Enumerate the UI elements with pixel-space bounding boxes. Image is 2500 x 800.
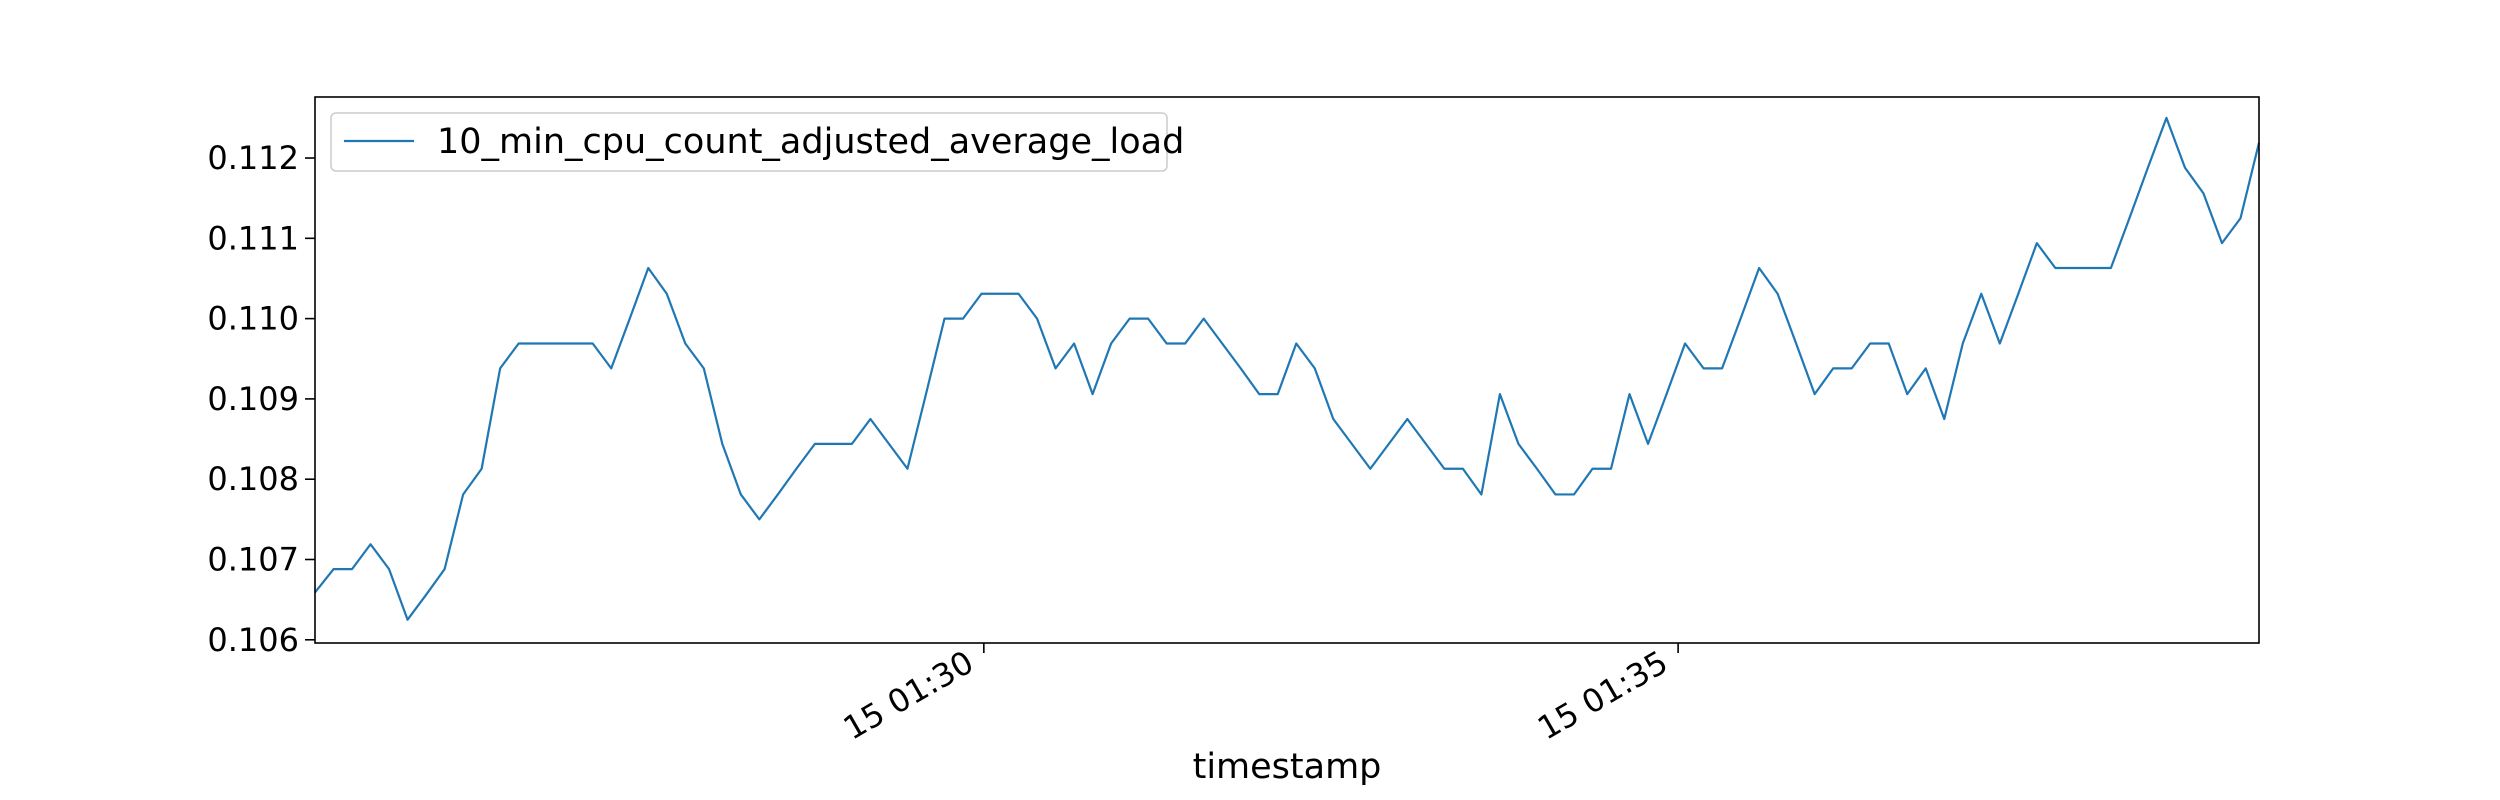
x-axis-label: timestamp [1193,747,1382,787]
y-tick-label: 0.109 [207,380,299,418]
series-line [314,116,2261,621]
y-tick-label: 0.112 [207,139,299,177]
x-tick-label: 15 01:35 [1531,643,1674,747]
legend: 10_min_cpu_count_adjusted_average_load [330,112,1184,172]
y-tick-label: 0.106 [207,621,299,659]
axes-frame [314,96,2260,644]
y-tick-label: 0.110 [207,300,299,338]
legend-label: 10_min_cpu_count_adjusted_average_load [437,122,1184,162]
y-tick-label: 0.107 [207,540,299,578]
y-tick-label: 0.108 [207,460,299,498]
x-tick-label: 15 01:30 [837,643,980,747]
plot-area [314,116,2261,621]
y-tick-label: 0.111 [207,219,299,257]
x-axis-ticks: 15 01:30 15 01:35 [837,643,1679,747]
y-axis-ticks: 0.106 0.107 0.108 0.109 0.110 0.111 0.112 [207,139,315,659]
legend-box [330,112,1168,172]
